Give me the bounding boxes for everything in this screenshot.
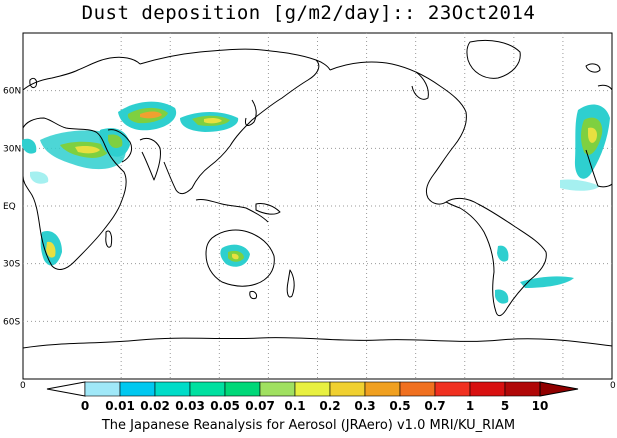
coast-greenland xyxy=(466,39,521,79)
colorbar-label-11: 1 xyxy=(466,399,474,413)
credit-text: The Japanese Reanalysis for Aerosol (JRA… xyxy=(101,418,516,433)
colorbar-box-4 xyxy=(224,381,261,397)
coast-africa-wrap xyxy=(585,149,613,188)
colorbar-box-7 xyxy=(329,381,366,397)
colorbar-label-2: 0.02 xyxy=(140,399,170,413)
coast-tasmania xyxy=(249,291,257,300)
coast-hudson xyxy=(411,71,429,100)
colorbar-box-6 xyxy=(294,381,331,397)
colorbar-box-8 xyxy=(364,381,401,397)
coast-australia xyxy=(205,229,275,287)
dust-area-patagonia xyxy=(495,289,509,304)
coast-new-zealand xyxy=(286,269,295,298)
coast-japan xyxy=(245,99,257,126)
colorbar-label-0: 0 xyxy=(81,399,89,413)
lat-label-eq: EQ xyxy=(3,202,16,212)
colorbar-label-5: 0.07 xyxy=(245,399,275,413)
latitude-labels: 60N 30N EQ 30S 60S xyxy=(3,87,21,328)
lat-label-60n: 60N xyxy=(3,87,21,97)
dust-area-gobi-hot xyxy=(204,117,222,124)
coast-madagascar xyxy=(105,230,113,248)
colorbar-box-9 xyxy=(399,381,436,397)
colorbar-box-12 xyxy=(504,381,541,397)
coast-africa xyxy=(22,117,127,270)
coast-europe xyxy=(22,56,141,91)
colorbar-lower-triangle xyxy=(46,381,86,397)
colorbar-label-1: 0.01 xyxy=(105,399,135,413)
colorbar-box-0 xyxy=(84,381,121,397)
dust-area-central-asia-hot xyxy=(140,111,162,119)
coast-asia xyxy=(139,48,320,195)
coast-north-america xyxy=(329,61,467,205)
coast-new-guinea xyxy=(255,203,281,215)
colorbar-box-5 xyxy=(259,381,296,397)
graticule xyxy=(23,33,612,379)
dust-area-arabia-core xyxy=(108,134,123,148)
coast-indonesia xyxy=(195,199,269,223)
colorbar-box-1 xyxy=(119,381,156,397)
coast-europe-wrap xyxy=(597,84,613,91)
coast-antarctica xyxy=(22,337,613,349)
coast-uk xyxy=(29,77,37,89)
colorbar-label-13: 10 xyxy=(532,399,549,413)
colorbar-label-7: 0.2 xyxy=(319,399,340,413)
dust-area-sahel xyxy=(30,171,49,184)
colorbar-label-9: 0.5 xyxy=(389,399,410,413)
coast-south-america xyxy=(445,197,547,317)
dust-deposition-field xyxy=(22,101,610,304)
colorbar-label-3: 0.03 xyxy=(175,399,205,413)
colorbar-box-10 xyxy=(434,381,471,397)
colorbar-labels: 0 0.01 0.02 0.03 0.05 0.07 0.1 0.2 0.3 0.5 0.7 1 5 10 xyxy=(81,399,549,413)
lat-label-30n: 30N xyxy=(3,144,21,154)
coast-iceland xyxy=(585,63,601,73)
colorbar-box-11 xyxy=(469,381,506,397)
coast-arabia xyxy=(107,129,133,163)
colorbar-label-10: 0.7 xyxy=(424,399,445,413)
colorbar-upper-triangle xyxy=(539,381,579,397)
dust-area-sahara-hot xyxy=(75,146,100,154)
coast-india xyxy=(139,137,161,181)
dust-area-tropical-atlantic xyxy=(560,179,600,191)
coastlines xyxy=(22,39,613,349)
colorbar xyxy=(46,381,579,397)
colorbar-label-6: 0.1 xyxy=(284,399,305,413)
colorbar-edge-left: 0 xyxy=(20,381,26,391)
dust-area-andes xyxy=(497,245,509,262)
colorbar-label-12: 5 xyxy=(501,399,509,413)
dust-area-south-atlantic xyxy=(520,276,574,288)
coast-alaska xyxy=(315,59,331,71)
colorbar-box-2 xyxy=(154,381,191,397)
colorbar-label-4: 0.05 xyxy=(210,399,240,413)
dust-area-australia-hot xyxy=(232,253,239,260)
dust-area-atlantic-east-hot xyxy=(588,127,598,143)
map-title: Dust deposition [g/m2/day]:: 23Oct2014 xyxy=(81,2,536,24)
colorbar-box-3 xyxy=(189,381,226,397)
dust-area-west-africa xyxy=(22,138,37,154)
lat-label-60s: 60S xyxy=(3,317,20,327)
colorbar-edge-right: 0 xyxy=(610,381,616,391)
lat-label-30s: 30S xyxy=(3,260,20,270)
colorbar-label-8: 0.3 xyxy=(354,399,375,413)
dust-area-southern-africa-core xyxy=(46,241,56,258)
